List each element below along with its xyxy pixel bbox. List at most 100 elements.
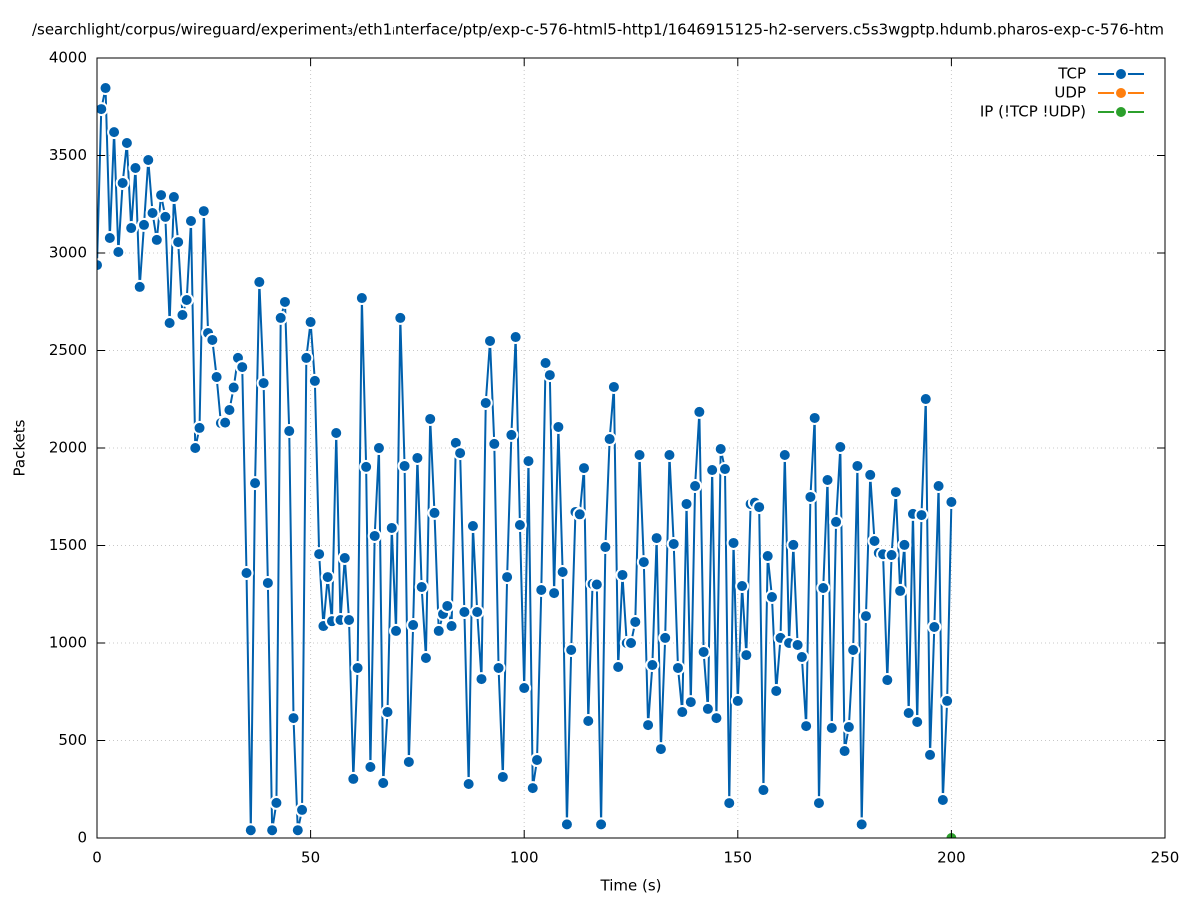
data-point	[598, 540, 613, 555]
data-point	[97, 102, 109, 117]
data-point	[179, 292, 194, 307]
data-point	[239, 565, 254, 580]
data-point	[717, 462, 732, 477]
data-point	[850, 458, 865, 473]
data-point	[542, 368, 557, 383]
data-point	[897, 537, 912, 552]
data-point	[346, 771, 361, 786]
data-point	[115, 175, 130, 190]
data-point	[858, 609, 873, 624]
y-tick-label: 4000	[49, 49, 87, 67]
data-point	[530, 753, 545, 767]
data-point	[359, 459, 374, 474]
legend-marker	[1114, 67, 1128, 81]
data-point	[376, 776, 391, 791]
data-point	[457, 604, 472, 619]
y-tick-label: 3000	[49, 244, 87, 262]
data-point	[914, 508, 929, 523]
data-point	[594, 817, 609, 832]
data-point	[474, 672, 489, 687]
data-point	[354, 291, 369, 306]
data-point	[739, 648, 754, 663]
data-point	[491, 660, 506, 675]
data-point	[427, 505, 442, 520]
legend-label: UDP	[1054, 84, 1086, 102]
data-point	[927, 620, 942, 635]
data-point	[487, 436, 502, 451]
data-point	[145, 206, 160, 221]
data-point	[312, 547, 327, 562]
data-point	[265, 823, 280, 838]
data-point	[662, 448, 677, 463]
data-point	[794, 650, 809, 665]
data-point	[572, 507, 587, 522]
data-point	[551, 419, 566, 434]
data-point	[320, 570, 335, 585]
data-point	[760, 549, 775, 564]
data-point	[538, 355, 553, 370]
data-point	[726, 535, 741, 550]
data-point	[98, 81, 113, 96]
data-point	[829, 514, 844, 529]
data-point	[286, 711, 301, 726]
data-point	[342, 612, 357, 627]
data-point	[649, 531, 664, 546]
data-point	[944, 495, 959, 510]
data-point	[196, 204, 211, 219]
legend-label: IP (!TCP !UDP)	[980, 103, 1086, 121]
data-point	[735, 579, 750, 594]
data-point	[615, 567, 630, 582]
data-point	[692, 404, 707, 419]
plot-area	[97, 81, 959, 838]
data-point	[713, 441, 728, 456]
x-tick-label: 100	[510, 849, 539, 867]
x-tick-label: 200	[937, 849, 966, 867]
data-point	[884, 548, 899, 563]
data-point	[589, 577, 604, 592]
data-point	[453, 446, 468, 461]
data-point	[679, 496, 694, 511]
data-point	[401, 754, 416, 769]
data-point	[764, 589, 779, 604]
data-point	[222, 402, 237, 417]
data-point	[645, 658, 660, 673]
data-point	[171, 235, 186, 250]
data-point	[705, 463, 720, 478]
data-point	[495, 769, 510, 784]
data-point	[141, 152, 156, 167]
data-point	[769, 683, 784, 698]
data-point	[683, 695, 698, 710]
data-point	[371, 441, 386, 455]
y-tick-label: 2500	[49, 341, 87, 359]
data-point	[525, 781, 540, 796]
data-point	[888, 485, 903, 500]
data-point	[893, 583, 908, 598]
data-point	[602, 432, 617, 447]
data-point	[675, 705, 690, 720]
data-point	[218, 415, 233, 430]
data-point	[547, 586, 562, 601]
data-point	[350, 660, 365, 675]
data-point	[431, 623, 446, 638]
data-point	[841, 720, 856, 735]
data-point	[124, 221, 139, 236]
legend-marker	[1114, 86, 1128, 100]
x-axis-label: Time (s)	[600, 877, 662, 895]
data-point	[269, 795, 284, 810]
data-point	[807, 410, 822, 425]
data-point	[290, 823, 305, 838]
data-point	[226, 380, 241, 395]
data-point	[581, 714, 596, 728]
data-point	[132, 279, 147, 294]
data-point	[303, 315, 318, 330]
data-point	[641, 718, 656, 733]
data-point	[175, 308, 190, 323]
data-point	[154, 188, 169, 203]
data-point	[260, 575, 275, 590]
data-point	[414, 580, 429, 595]
data-point	[940, 693, 955, 708]
data-point	[611, 659, 626, 674]
data-point	[119, 136, 134, 151]
data-point	[500, 570, 515, 585]
data-point	[846, 643, 861, 658]
